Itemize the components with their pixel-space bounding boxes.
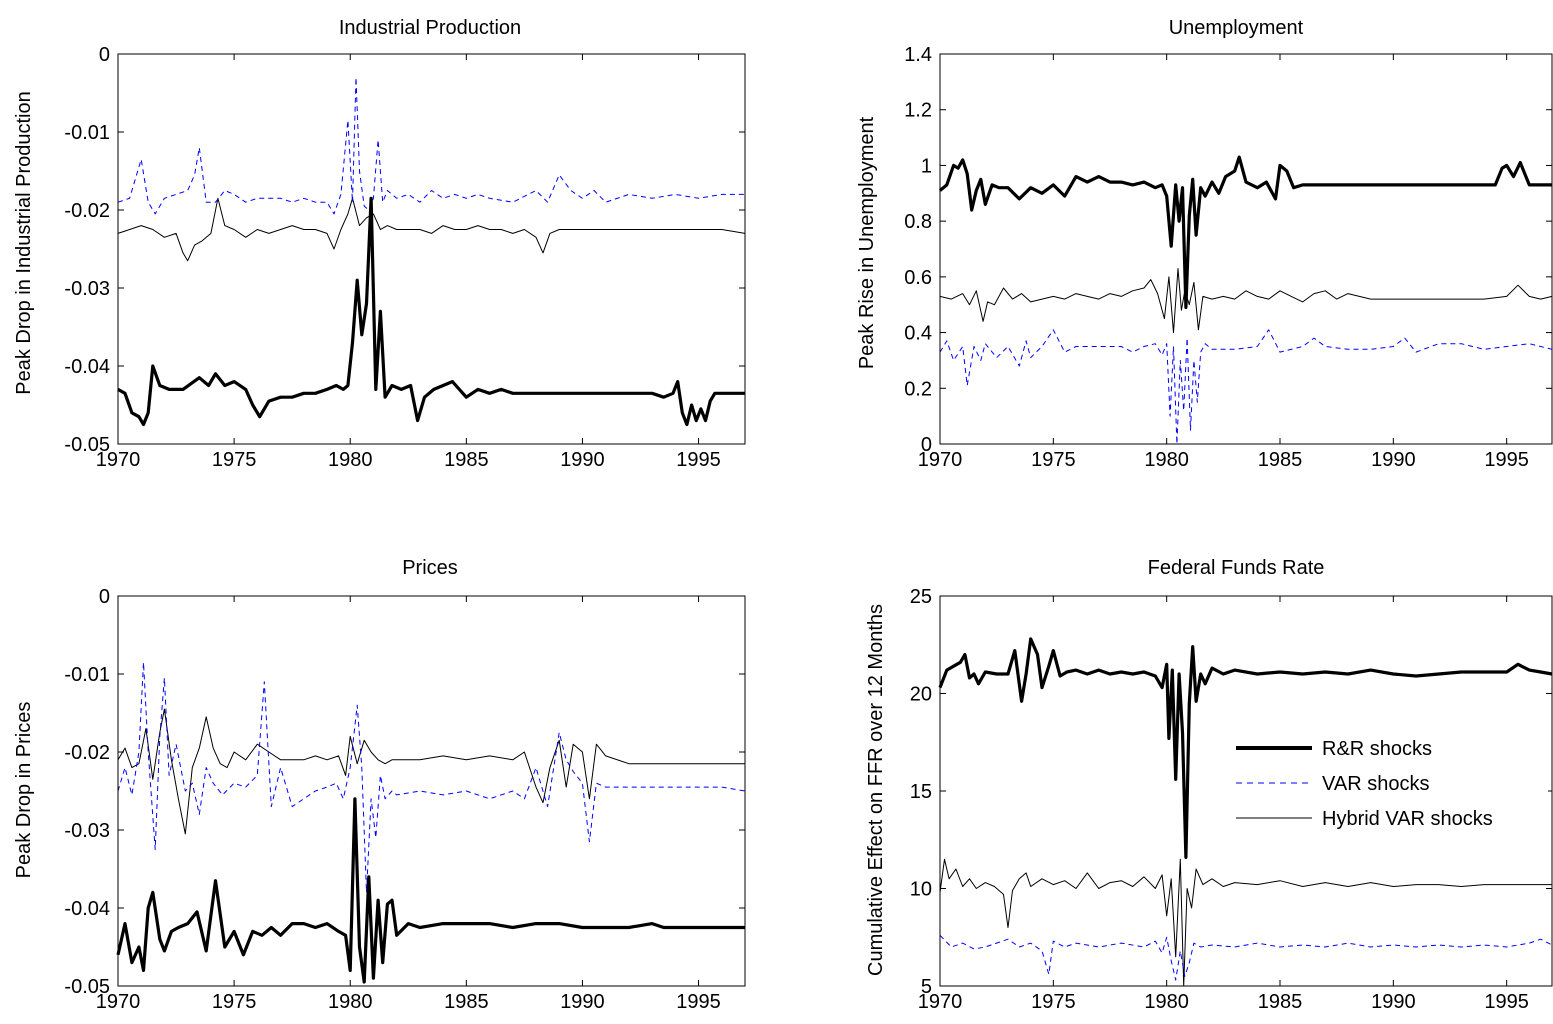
x-tick-label: 1970 <box>96 991 141 1013</box>
x-tick-label: 1985 <box>444 991 489 1013</box>
x-tick-label: 1990 <box>1371 991 1416 1013</box>
series-layer <box>117 76 746 427</box>
series-layer <box>116 661 746 984</box>
y-tick-label: -0.02 <box>64 742 110 764</box>
x-tick-label: 1975 <box>212 991 257 1013</box>
y-tick-label: 0.4 <box>904 323 932 345</box>
y-axis-label: Peak Drop in Prices <box>13 702 35 879</box>
y-tick-label: -0.01 <box>64 122 110 144</box>
series-layer <box>938 155 1553 445</box>
legend-label-var: VAR shocks <box>1322 773 1429 795</box>
plot-frame <box>939 53 1553 445</box>
series-line-hybrid-var-shocks <box>117 197 746 262</box>
x-tick-label: 1980 <box>328 991 373 1013</box>
x-tick-label: 1990 <box>560 991 605 1013</box>
x-tick-label: 1980 <box>1144 991 1189 1013</box>
x-tick-label: 1980 <box>1144 449 1189 471</box>
chart-title: Industrial Production <box>339 17 521 39</box>
y-tick-label: 20 <box>910 684 932 706</box>
legend-label-hybrid: Hybrid VAR shocks <box>1322 808 1493 830</box>
series-line-var-shocks <box>117 76 745 215</box>
y-tick-label: 10 <box>910 879 932 901</box>
y-tick-label: -0.02 <box>64 200 110 222</box>
x-tick-label: 1995 <box>676 449 721 471</box>
chart-title: Prices <box>402 557 458 579</box>
chart-unemployment: Unemployment Peak Rise in Unemployment 1… <box>856 17 1553 471</box>
chart-title: Unemployment <box>1169 17 1304 39</box>
x-tick-label: 1985 <box>1258 449 1303 471</box>
y-tick-label: 1.2 <box>904 100 932 122</box>
x-tick-label: 1970 <box>918 449 963 471</box>
x-tick-label: 1980 <box>328 449 373 471</box>
series-line-var-shocks <box>939 329 1553 445</box>
y-tick-label: -0.04 <box>64 898 110 920</box>
y-tick-label: -0.01 <box>64 664 110 686</box>
y-tick-label: 0.8 <box>904 211 932 233</box>
y-tick-label: -0.04 <box>64 356 110 378</box>
y-tick-label: 5 <box>921 976 932 998</box>
x-tick-label: 1970 <box>96 449 141 471</box>
plot-frame <box>117 595 746 987</box>
legend-box <box>1228 728 1548 834</box>
tick-layer: 1970 1975 1980 1985 1990 1995 5 10 15 20 25 <box>910 586 1552 1013</box>
series-line-hybrid-var-shocks <box>117 708 745 835</box>
series-line-var-shocks <box>117 661 746 893</box>
series-line-hybrid-var-shocks <box>939 268 1553 334</box>
y-axis-label: Peak Rise in Unemployment <box>856 116 878 369</box>
x-tick-label: 1985 <box>444 449 489 471</box>
y-tick-label: 15 <box>910 781 932 803</box>
y-tick-label: -0.05 <box>64 434 110 456</box>
tick-layer: 1970 1975 1980 1985 1990 1995 -0.05 -0.04 -0.03 -… <box>64 586 745 1013</box>
legend: R&R shocks VAR shocks Hybrid VAR shocks <box>1228 728 1548 834</box>
plot-frame <box>939 595 1553 987</box>
y-tick-label: 25 <box>910 586 932 608</box>
y-tick-label: 0.6 <box>904 267 932 289</box>
y-tick-label: 0 <box>99 44 110 66</box>
y-tick-label: 0 <box>99 586 110 608</box>
x-tick-label: 1995 <box>1484 449 1529 471</box>
series-line-r-r-shocks <box>116 797 745 984</box>
chart-industrial-production: Industrial Production Peak Drop in Indus… <box>13 17 746 471</box>
tick-layer: 1970 1975 1980 1985 1990 1995 0 0.2 0.4 0.6 0.8 1 1.… <box>904 44 1552 471</box>
plot-frame <box>117 53 746 445</box>
chart-federal-funds-rate: Federal Funds Rate Cumulative Effect on … <box>865 557 1553 1013</box>
y-tick-label: 0.2 <box>904 378 932 400</box>
x-tick-label: 1975 <box>212 449 257 471</box>
series-line-hybrid-var-shocks <box>939 858 1552 987</box>
x-tick-label: 1990 <box>560 449 605 471</box>
y-tick-label: 0 <box>921 434 932 456</box>
x-tick-label: 1975 <box>1031 449 1076 471</box>
y-tick-label: 1.4 <box>904 44 932 66</box>
y-tick-label: -0.03 <box>64 278 110 300</box>
x-tick-label: 1995 <box>676 991 721 1013</box>
series-line-r-r-shocks <box>938 155 1552 310</box>
series-line-var-shocks <box>939 934 1553 981</box>
y-tick-label: -0.03 <box>64 820 110 842</box>
legend-label-rr: R&R shocks <box>1322 738 1432 760</box>
y-axis-label: Cumulative Effect on FFR over 12 Months <box>865 604 887 976</box>
x-tick-label: 1995 <box>1484 991 1529 1013</box>
tick-layer: 1970 1975 1980 1985 1990 1995 -0.05 -0.04 -0.03 -… <box>64 44 745 471</box>
y-tick-label: 1 <box>921 155 932 177</box>
y-tick-label: -0.05 <box>64 976 110 998</box>
series-layer <box>938 637 1553 987</box>
x-tick-label: 1975 <box>1031 991 1076 1013</box>
series-line-r-r-shocks <box>938 637 1553 859</box>
chart-prices: Prices Peak Drop in Prices 1970 1975 1980 1… <box>13 557 746 1013</box>
x-tick-label: 1985 <box>1258 991 1303 1013</box>
series-line-r-r-shocks <box>117 196 745 427</box>
x-tick-label: 1970 <box>918 991 963 1013</box>
y-axis-label: Peak Drop in Industrial Production <box>13 91 35 395</box>
chart-title: Federal Funds Rate <box>1148 557 1325 579</box>
x-tick-label: 1990 <box>1371 449 1416 471</box>
